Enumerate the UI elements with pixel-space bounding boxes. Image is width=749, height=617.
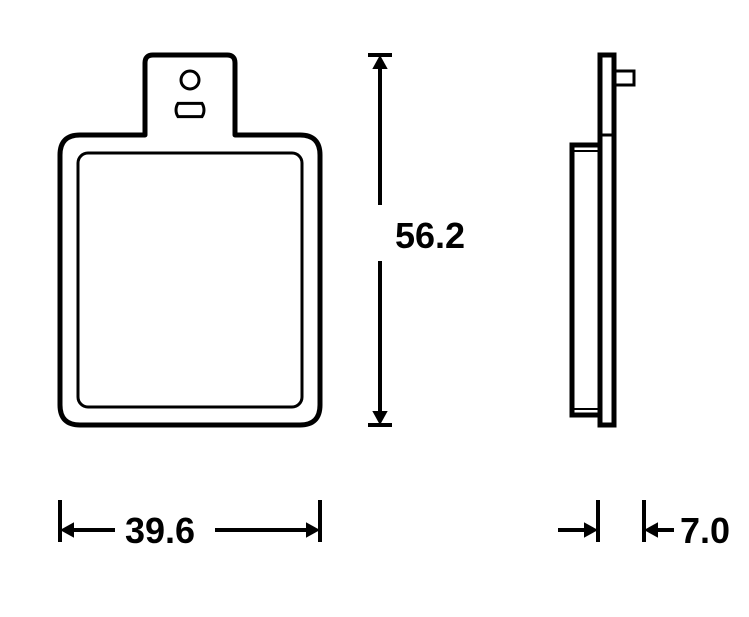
width-dimension-label: 39.6 bbox=[125, 510, 195, 552]
thickness-dimension-label: 7.0 bbox=[680, 510, 730, 552]
height-dimension-label: 56.2 bbox=[395, 215, 465, 257]
diagram-canvas bbox=[0, 0, 749, 617]
side-view bbox=[572, 55, 634, 425]
front-view bbox=[60, 55, 320, 425]
